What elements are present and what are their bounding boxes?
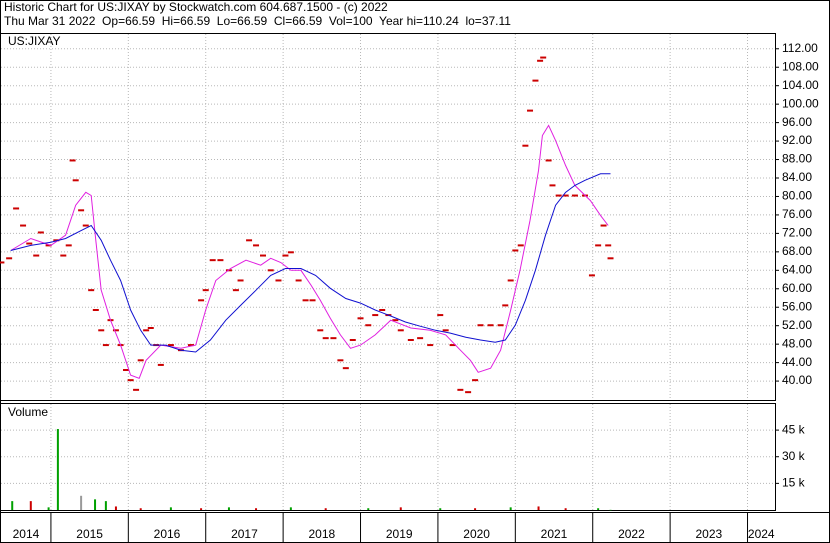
- volume-bar: [104, 501, 107, 510]
- symbol-label: US:JIXAY: [8, 34, 60, 48]
- y-tick-label: 45 k: [782, 422, 806, 436]
- y-tick-label: 44.00: [782, 355, 812, 369]
- y-tick-label: 56.00: [782, 299, 812, 313]
- volume-bar: [597, 508, 600, 510]
- volume-bar: [11, 501, 14, 510]
- y-tick-label: 64.00: [782, 262, 812, 276]
- y-tick-label: 15 k: [782, 476, 806, 490]
- volume-bar: [29, 501, 32, 510]
- x-tick-label: 2024: [748, 527, 775, 541]
- y-tick-label: 108.00: [782, 59, 819, 73]
- y-tick-label: 100.00: [782, 96, 819, 110]
- y-tick-label: 84.00: [782, 170, 812, 184]
- volume-bar: [169, 507, 172, 510]
- volume-bar: [439, 508, 442, 510]
- x-tick-label: 2019: [386, 527, 413, 541]
- y-tick-label: 68.00: [782, 244, 812, 258]
- moving-average: [10, 173, 611, 353]
- y-tick-label: 40.00: [782, 373, 812, 387]
- volume-bar: [114, 506, 117, 510]
- volume-bar: [324, 508, 327, 510]
- x-tick-label: 2015: [76, 527, 103, 541]
- volume-bar: [564, 508, 567, 510]
- volume-label: Volume: [8, 405, 48, 419]
- x-tick-label: 2023: [695, 527, 722, 541]
- y-tick-label: 72.00: [782, 226, 812, 240]
- volume-bar: [509, 507, 512, 510]
- price-panel: [0, 33, 776, 401]
- volume-bar: [200, 508, 203, 510]
- y-tick-label: 30 k: [782, 449, 806, 463]
- y-tick-label: 112.00: [782, 41, 818, 55]
- x-tick-label: 2014: [13, 527, 40, 541]
- volume-bar: [367, 508, 370, 510]
- x-tick-label: 2021: [541, 527, 568, 541]
- volume-bar: [94, 499, 97, 510]
- x-tick-label: 2016: [154, 527, 181, 541]
- volume-bar: [289, 507, 292, 510]
- y-tick-label: 88.00: [782, 152, 812, 166]
- header-title: Historic Chart for US:JIXAY by Stockwatc…: [4, 0, 388, 14]
- y-tick-label: 52.00: [782, 318, 812, 332]
- y-tick-label: 60.00: [782, 281, 812, 295]
- x-tick-label: 2022: [618, 527, 645, 541]
- volume-bar: [47, 507, 50, 510]
- x-tick-label: 2018: [308, 527, 335, 541]
- volume-bar: [139, 508, 142, 510]
- moving-average: [10, 124, 609, 379]
- y-tick-label: 76.00: [782, 207, 812, 221]
- y-tick-label: 92.00: [782, 133, 812, 147]
- y-tick-label: 104.00: [782, 78, 819, 92]
- x-tick-label: 2017: [231, 527, 258, 541]
- header-info: Thu Mar 31 2022 Op=66.59 Hi=66.59 Lo=66.…: [4, 14, 511, 28]
- y-tick-label: 96.00: [782, 115, 812, 129]
- volume-bar: [399, 507, 402, 510]
- y-tick-label: 48.00: [782, 336, 812, 350]
- volume-bar: [255, 508, 258, 510]
- volume-bar: [80, 495, 83, 510]
- x-tick-label: 2020: [463, 527, 490, 541]
- volume-bar: [609, 509, 612, 511]
- volume-bar: [474, 508, 477, 510]
- volume-bar: [537, 506, 540, 510]
- volume-bar: [56, 429, 59, 510]
- volume-bar: [227, 507, 230, 510]
- y-tick-label: 80.00: [782, 189, 812, 203]
